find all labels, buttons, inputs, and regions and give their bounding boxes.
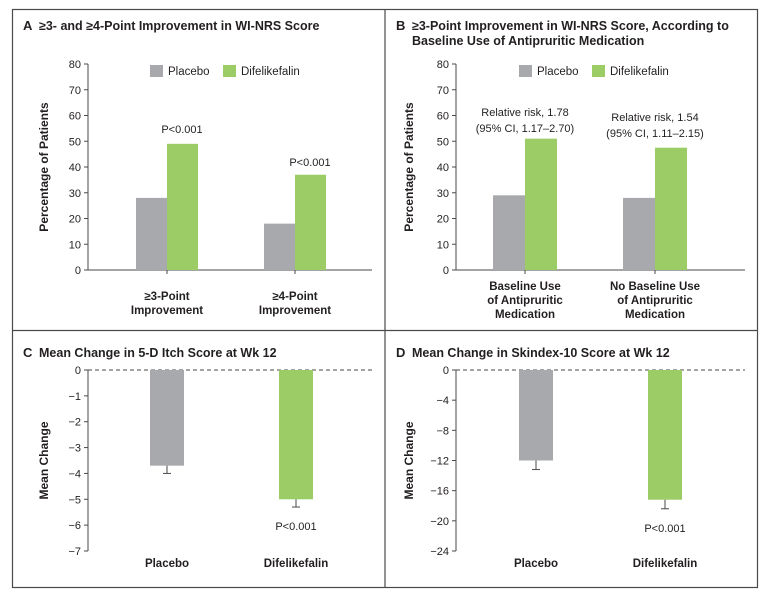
legend-swatch-difelikefalin (592, 65, 605, 77)
panel-a-chart: A ≥3- and ≥4-Point Improvement in WI-NRS … (23, 18, 372, 317)
panel-b-chart: B ≥3-Point Improvement in WI-NRS Score, A… (396, 18, 745, 321)
y-tick-label: −6 (68, 520, 81, 532)
x-category-label: Baseline Use (489, 281, 561, 293)
annotation: P<0.001 (289, 157, 330, 169)
annotation: (95% CI, 1.17–2.70) (476, 123, 574, 135)
y-tick-label: 30 (69, 188, 81, 200)
y-tick-label: −7 (68, 546, 81, 558)
y-tick-label: −20 (430, 516, 449, 528)
annotation: P<0.001 (275, 521, 316, 533)
legend-label-placebo: Placebo (168, 66, 210, 78)
y-tick-label: 60 (437, 111, 449, 123)
legend-swatch-difelikefalin (223, 65, 236, 77)
panel-a-title: ≥3- and ≥4-Point Improvement in WI-NRS S… (39, 19, 319, 33)
y-tick-label: 60 (69, 111, 81, 123)
y-tick-label: 50 (69, 136, 81, 148)
x-category-label: No Baseline Use (610, 281, 700, 293)
y-tick-label: −3 (68, 443, 81, 455)
y-tick-label: −4 (436, 395, 449, 407)
y-tick-label: 20 (437, 214, 449, 226)
x-category-label: ≥4-Point (272, 291, 317, 303)
bar-difelikefalin (525, 138, 557, 270)
legend-swatch-placebo (150, 65, 163, 77)
x-category-label: Difelikefalin (264, 558, 329, 570)
y-tick-label: −4 (68, 468, 81, 480)
x-category-label: Medication (625, 309, 685, 321)
bar-placebo (136, 197, 167, 270)
x-category-label: Improvement (131, 305, 203, 317)
y-tick-label: 40 (69, 162, 81, 174)
annotation: P<0.001 (644, 523, 685, 535)
y-tick-label: −2 (68, 417, 81, 429)
bar-difelikefalin (295, 174, 326, 270)
panel-a-y-axis-label: Percentage of Patients (37, 102, 51, 232)
bar-placebo (519, 370, 553, 461)
panel-d-title: Mean Change in Skindex-10 Score at Wk 12 (412, 346, 670, 360)
y-tick-label: 40 (437, 162, 449, 174)
panel-b-title-line-2: Baseline Use of Antipruritic Medication (412, 34, 644, 48)
panel-c-title: Mean Change in 5-D Itch Score at Wk 12 (39, 346, 277, 360)
panel-d-y-axis-label: Mean Change (402, 421, 416, 499)
panel-b-title: ≥3-Point Improvement in WI-NRS Score, Ac… (412, 19, 729, 33)
x-category-label: ≥3-Point (144, 291, 189, 303)
y-tick-label: 0 (443, 265, 449, 277)
legend-label-difelikefalin: Difelikefalin (610, 66, 669, 78)
panel-c-y-axis-label: Mean Change (37, 421, 51, 499)
bar-difelikefalin (279, 370, 313, 500)
bar-placebo (623, 197, 655, 270)
y-tick-label: 70 (437, 85, 449, 97)
y-tick-label: 80 (69, 59, 81, 71)
panel-d-chart: D Mean Change in Skindex-10 Score at Wk 1… (396, 345, 745, 570)
legend-label-placebo: Placebo (537, 66, 579, 78)
y-tick-label: −1 (68, 391, 81, 403)
x-category-label: Medication (495, 309, 555, 321)
y-tick-label: 70 (69, 85, 81, 97)
y-tick-label: −12 (430, 456, 449, 468)
annotation: P<0.001 (161, 124, 202, 136)
panel-b-y-axis-label: Percentage of Patients (402, 102, 416, 232)
y-tick-label: 10 (437, 239, 449, 251)
bar-placebo (493, 195, 525, 270)
y-tick-label: 0 (443, 365, 449, 377)
y-tick-label: 10 (69, 239, 81, 251)
y-tick-label: −16 (430, 486, 449, 498)
bar-difelikefalin (167, 143, 198, 270)
x-category-label: Placebo (514, 558, 558, 570)
y-tick-label: −24 (430, 546, 449, 558)
panel-b-letter: B (396, 18, 405, 33)
panel-d-letter: D (396, 345, 405, 360)
bar-placebo (264, 223, 295, 270)
y-tick-label: 0 (75, 365, 81, 377)
legend-label-difelikefalin: Difelikefalin (241, 66, 300, 78)
x-category-label: of Antipruritic (487, 295, 563, 307)
bar-placebo (150, 370, 184, 466)
x-category-label: Difelikefalin (633, 558, 698, 570)
x-category-label: of Antipruritic (617, 295, 693, 307)
panel-a-letter: A (23, 18, 33, 33)
panel-c-letter: C (23, 345, 33, 360)
y-tick-label: 80 (437, 59, 449, 71)
legend-swatch-placebo (519, 65, 532, 77)
annotation: Relative risk, 1.54 (611, 112, 698, 124)
y-tick-label: −5 (68, 494, 81, 506)
y-tick-label: −8 (436, 425, 449, 437)
annotation: (95% CI, 1.11–2.15) (606, 128, 704, 140)
bar-difelikefalin (648, 370, 682, 500)
y-tick-label: 20 (69, 214, 81, 226)
panel-c-chart: C Mean Change in 5-D Itch Score at Wk 12 0… (23, 345, 372, 570)
y-tick-label: 50 (437, 136, 449, 148)
y-tick-label: 0 (75, 265, 81, 277)
x-category-label: Placebo (145, 558, 189, 570)
annotation: Relative risk, 1.78 (481, 107, 568, 119)
x-category-label: Improvement (259, 305, 331, 317)
y-tick-label: 30 (437, 188, 449, 200)
bar-difelikefalin (655, 147, 687, 270)
